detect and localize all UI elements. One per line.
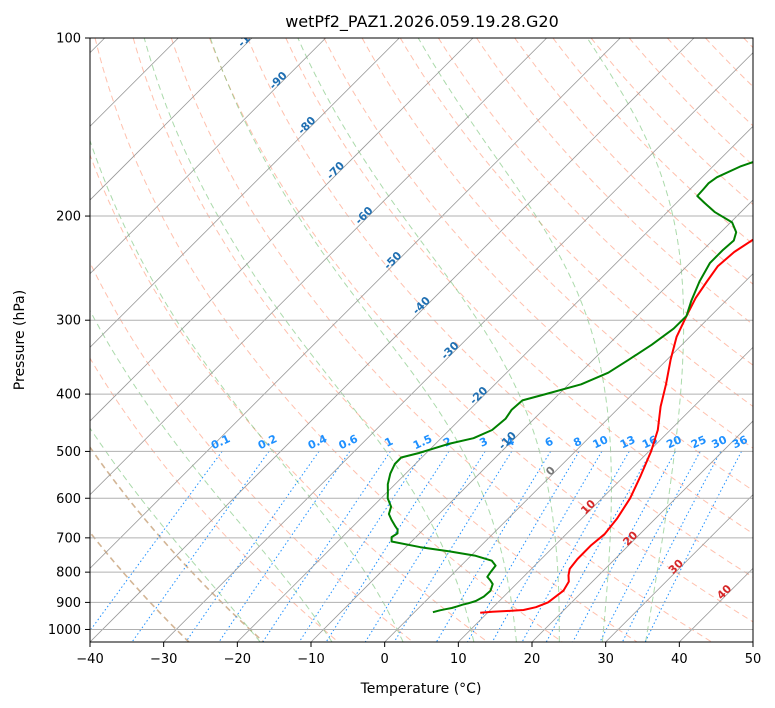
- mixing-ratio-label: 10: [591, 433, 611, 451]
- isotherms: [90, 38, 753, 642]
- isotherm-line: [90, 38, 695, 642]
- isotherm-line: [310, 199, 753, 642]
- x-tick-label: −20: [224, 652, 251, 667]
- isotherm-line: [458, 346, 753, 642]
- x-tick-label: 50: [745, 652, 762, 667]
- x-tick-label: 10: [450, 652, 467, 667]
- mixing-ratio-line: [491, 451, 603, 642]
- mixing-ratio-lines: [90, 451, 742, 642]
- moist-adiabats: [90, 38, 685, 642]
- isotherm-line: [531, 420, 753, 642]
- mixing-ratio-line: [621, 451, 722, 642]
- isotherm-label: -100: [235, 21, 264, 50]
- y-tick-label: 200: [56, 210, 81, 225]
- dewpoint-profile: [386, 160, 753, 614]
- mixing-ratio-line: [467, 451, 580, 642]
- mixing-ratio-label: 13: [618, 433, 637, 451]
- y-axis-ticks: 100 200 300 400 500 600 700 800 900 1000: [48, 32, 90, 638]
- y-tick-label: 400: [56, 388, 81, 403]
- mixing-ratio-line: [545, 451, 652, 642]
- dry-adiabat: [94, 38, 563, 642]
- mixing-ratio-label: 25: [689, 433, 708, 451]
- mixing-ratio-line: [364, 451, 486, 642]
- mixing-ratio-line: [572, 451, 676, 642]
- dry-adiabat: [437, 38, 753, 366]
- mixing-ratio-label: 30: [710, 433, 730, 451]
- x-axis-title: Temperature (°C): [360, 681, 482, 697]
- mixing-ratio-label: 20: [664, 433, 684, 451]
- plot-frame: [89, 37, 754, 643]
- sounding-series: [386, 160, 753, 614]
- moist-adiabat: [586, 38, 685, 642]
- moist-adiabat: [90, 139, 404, 642]
- mixing-ratio-line: [185, 451, 320, 642]
- y-tick-label: 100: [56, 32, 81, 47]
- isotherm-line: [163, 52, 753, 642]
- mixing-ratio-line: [521, 451, 630, 642]
- isotherm-line: [90, 38, 326, 275]
- isotherm-line: [605, 494, 753, 642]
- isotherm-line: [90, 38, 621, 569]
- x-tick-label: −10: [297, 652, 324, 667]
- isotherm-line: [90, 38, 547, 496]
- isotherm-line: [384, 273, 753, 642]
- dry-adiabat: [323, 38, 753, 492]
- mixing-ratio-line: [90, 451, 223, 632]
- dry-adiabat: [399, 38, 753, 408]
- x-tick-label: 20: [524, 652, 541, 667]
- y-tick-label: 800: [56, 566, 81, 581]
- moist-adiabat: [90, 309, 333, 642]
- dry-adiabat: [209, 38, 753, 623]
- isotherm-line: [90, 38, 400, 348]
- mixing-ratio-line: [325, 451, 450, 642]
- dry-adiabat: [552, 38, 753, 245]
- dry-adiabat: [90, 261, 414, 642]
- mixing-ratio-line: [599, 451, 701, 642]
- moist-adiabat: [417, 38, 612, 642]
- x-tick-label: 40: [671, 652, 688, 667]
- x-tick-label: −40: [76, 652, 103, 667]
- dry-adiabat: [132, 38, 638, 642]
- isotherm-line: [237, 125, 753, 642]
- mixing-ratio-label: 36: [730, 433, 750, 451]
- dry-adiabat: [590, 38, 753, 206]
- moist-adiabat: [143, 38, 475, 642]
- dry-adiabat: [90, 357, 339, 642]
- dry-adiabat: [247, 38, 753, 578]
- mixing-ratio-line: [393, 451, 513, 642]
- temperature-profile: [480, 238, 753, 614]
- y-tick-label: 300: [56, 314, 81, 329]
- x-axis-ticks: −40 −30 −20 −10 0 10 20 30 40 50: [76, 642, 761, 667]
- y-tick-label: 500: [56, 445, 81, 460]
- dry-adiabat: [170, 38, 712, 642]
- mixing-ratio-line: [218, 451, 351, 642]
- x-tick-label: −30: [150, 652, 177, 667]
- y-tick-label: 600: [56, 492, 81, 507]
- x-tick-label: 0: [381, 652, 389, 667]
- moist-adiabat: [297, 38, 560, 642]
- x-tick-label: 30: [597, 652, 614, 667]
- moist-adiabat: [209, 38, 517, 642]
- isotherm-line: [90, 38, 253, 201]
- y-tick-label: 900: [56, 596, 81, 611]
- pressure-gridlines: [90, 38, 753, 630]
- dry-adiabat: [285, 38, 753, 535]
- moist-adiabat: [90, 427, 261, 642]
- isotherm-line: [90, 38, 474, 422]
- dry-adiabat: [90, 445, 265, 642]
- chart-title: wetPf2_PAZ1.2026.059.19.28.G20: [285, 12, 559, 32]
- mixing-ratio-line: [435, 451, 552, 642]
- y-tick-label: 1000: [48, 623, 81, 638]
- y-tick-label: 700: [56, 531, 81, 546]
- y-axis-title: Pressure (hPa): [12, 290, 28, 390]
